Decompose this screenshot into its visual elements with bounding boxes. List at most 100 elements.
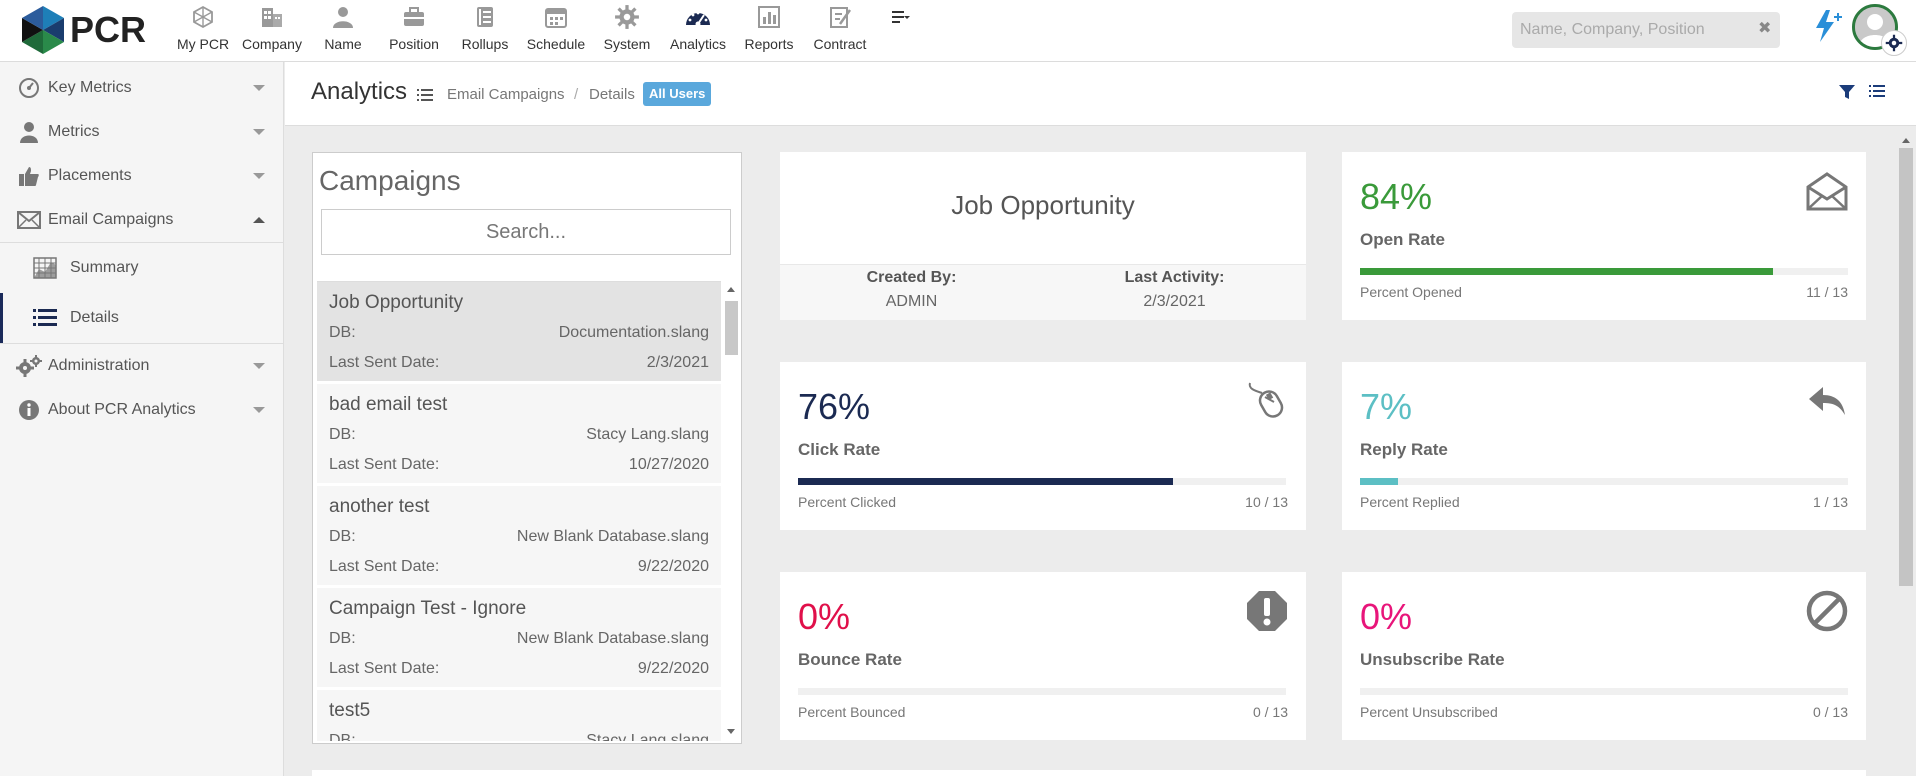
sidebar-subitem-summary[interactable]: Summary	[0, 243, 283, 293]
nav-my-pcr[interactable]: My PCR	[170, 0, 236, 62]
campaign-detail-title: Job Opportunity	[951, 190, 1135, 220]
db-label: DB:	[329, 426, 356, 443]
search-clear-icon[interactable]: ✖	[1758, 20, 1772, 37]
breadcrumb-email-campaigns[interactable]: Email Campaigns	[447, 86, 565, 103]
user-filter-badge[interactable]: All Users	[643, 82, 712, 106]
db-value: New Blank Database.slang	[516, 630, 709, 647]
last-activity-value: 2/3/2021	[1143, 293, 1206, 310]
quick-action-bolt-icon[interactable]	[1810, 6, 1844, 46]
briefcase-icon	[399, 2, 429, 32]
exclamation-octagon-icon	[1246, 590, 1288, 632]
db-value: Stacy Lang.slang	[586, 426, 709, 443]
nav-system[interactable]: System	[592, 0, 662, 62]
filter-icon[interactable]	[1839, 84, 1855, 105]
bounce-rate-count: 0 / 13	[1252, 704, 1288, 720]
db-label: DB:	[329, 528, 356, 545]
unsubscribe-rate-sublabel: Percent Unsubscribed	[1360, 704, 1498, 720]
nav-rollups[interactable]: Rollups	[450, 0, 520, 62]
db-label: DB:	[329, 324, 356, 341]
created-by-label: Created By:	[866, 269, 957, 286]
last-sent-value: 10/27/2020	[628, 456, 709, 473]
nav-more[interactable]	[876, 0, 926, 62]
scroll-up-arrow-icon[interactable]	[727, 287, 735, 292]
campaigns-panel: Campaigns Job Opportunity DB: Documentati…	[312, 152, 742, 744]
list-item[interactable]: Job Opportunity DB: Documentation.slang L…	[317, 282, 721, 384]
reply-rate-label: Reply Rate	[1360, 440, 1448, 459]
last-sent-value: 9/22/2020	[637, 558, 709, 575]
list-icon	[32, 306, 58, 330]
open-envelope-icon	[1806, 170, 1848, 212]
list-view-icon[interactable]	[1869, 84, 1885, 103]
last-sent-label: Last Sent Date:	[329, 558, 440, 575]
list-item[interactable]: another test DB: New Blank Database.slang…	[317, 486, 721, 588]
sidebar-item-about[interactable]: About PCR Analytics	[0, 388, 283, 432]
contract-icon	[825, 2, 855, 32]
mouse-click-icon	[1246, 380, 1288, 422]
reply-rate-count: 1 / 13	[1812, 494, 1848, 510]
nav-reports[interactable]: Reports	[734, 0, 804, 62]
unsubscribe-rate-card: 0% Unsubscribe Rate Percent Unsubscribed…	[1342, 572, 1866, 740]
sidebar-item-placements[interactable]: Placements	[0, 154, 283, 198]
global-search-input[interactable]	[1512, 12, 1780, 48]
click-rate-percent: 76%	[798, 386, 871, 427]
user-settings-gear-icon[interactable]	[1881, 30, 1907, 56]
campaign-name: Job Opportunity	[329, 292, 464, 313]
nav-name[interactable]: Name	[308, 0, 378, 62]
sidebar-item-label: About PCR Analytics	[48, 401, 196, 418]
breadcrumb-separator: /	[574, 86, 579, 103]
list-item[interactable]: bad email test DB: Stacy Lang.slang Last …	[317, 384, 721, 486]
chevron-down-icon	[253, 129, 265, 135]
sidebar-item-label: Metrics	[48, 123, 100, 140]
nav-analytics[interactable]: Analytics	[662, 0, 734, 62]
nav-contract[interactable]: Contract	[804, 0, 876, 62]
company-icon	[257, 2, 287, 32]
sidebar-item-metrics[interactable]: Metrics	[0, 110, 283, 154]
campaign-name: Campaign Test - Ignore	[329, 598, 527, 619]
scroll-up-arrow-icon[interactable]	[1902, 138, 1910, 143]
main-scrollbar[interactable]	[1896, 136, 1916, 776]
bounce-rate-progress-bar	[798, 688, 1286, 695]
pcr-logo[interactable]: PCR	[20, 4, 146, 56]
sidebar-item-label: Email Campaigns	[48, 211, 174, 228]
breadcrumb-details: Details	[589, 86, 635, 103]
scroll-down-arrow-icon[interactable]	[727, 729, 735, 734]
sidebar-subitem-details[interactable]: Details	[0, 293, 283, 343]
chevron-down-icon	[253, 173, 265, 179]
list-item[interactable]: Campaign Test - Ignore DB: New Blank Data…	[317, 588, 721, 690]
rollups-icon	[470, 2, 500, 32]
click-rate-sublabel: Percent Clicked	[798, 494, 897, 510]
list-item[interactable]: test5 DB: Stacy Lang.slang	[317, 690, 721, 741]
more-menu-icon	[886, 2, 916, 32]
sidebar-item-label: Placements	[48, 167, 132, 184]
db-label: DB:	[329, 630, 356, 647]
reply-arrow-icon	[1806, 380, 1848, 422]
chevron-down-icon	[253, 363, 265, 369]
top-navbar: PCR My PCR Company Name Position	[0, 0, 1916, 62]
reply-rate-percent: 7%	[1360, 386, 1413, 427]
campaign-list-scrollbar[interactable]	[723, 281, 739, 741]
pcr-logo-icon	[22, 6, 64, 54]
header-list-icon[interactable]	[417, 88, 433, 106]
campaign-name: bad email test	[329, 394, 448, 415]
nav-schedule[interactable]: Schedule	[520, 0, 592, 62]
reply-rate-progress-fill	[1360, 478, 1398, 485]
last-activity-label: Last Activity:	[1124, 269, 1225, 286]
scrollbar-thumb[interactable]	[1899, 148, 1913, 586]
nav-position[interactable]: Position	[378, 0, 450, 62]
next-card-edge	[312, 770, 1866, 776]
page-header: Analytics Email Campaigns / Details All …	[285, 62, 1916, 126]
nav-company[interactable]: Company	[236, 0, 308, 62]
sidebar-item-key-metrics[interactable]: Key Metrics	[0, 66, 283, 110]
scrollbar-thumb[interactable]	[725, 301, 738, 355]
last-sent-label: Last Sent Date:	[329, 354, 440, 371]
campaign-search-input[interactable]	[321, 209, 731, 255]
sidebar-item-email-campaigns[interactable]: Email Campaigns	[0, 198, 283, 242]
sidebar-item-administration[interactable]: Administration	[0, 344, 283, 388]
info-icon	[16, 398, 42, 422]
open-rate-percent: 84%	[1360, 176, 1433, 217]
reply-rate-card: 7% Reply Rate Percent Replied 1 / 13	[1342, 362, 1866, 530]
open-rate-card: 84% Open Rate Percent Opened 11 / 13	[1342, 152, 1866, 320]
campaign-name: another test	[329, 496, 430, 517]
ban-icon	[1806, 590, 1848, 632]
campaign-name: test5	[329, 700, 371, 721]
